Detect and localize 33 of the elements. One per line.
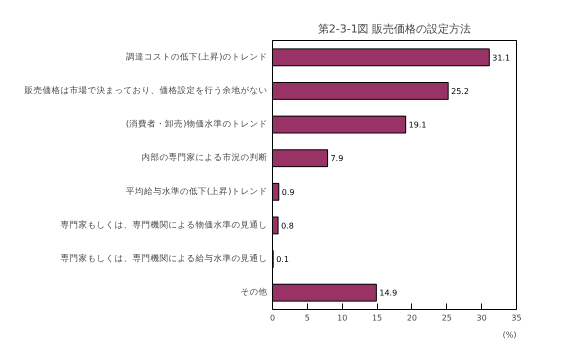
bar (272, 149, 328, 168)
bar (272, 116, 406, 134)
y-tick-label: 専門家もしくは、専門機関による物価水準の見通し (60, 219, 268, 230)
x-tick-label: 30 (476, 314, 487, 322)
data-label: 19.1 (408, 120, 426, 130)
x-tick-label: 5 (304, 314, 310, 322)
data-label: 0.1 (276, 255, 289, 264)
chart-title: 第2-3-1図 販売価格の設定方法 (318, 22, 472, 36)
y-tick-label: 専門家もしくは、専門機関による給与水準の見通し (60, 253, 268, 264)
y-tick-label: 販売価格は市場で決まっており、価格設定を行う余地がない (24, 84, 268, 96)
y-tick-label: 平均給与水準の低下(上昇)トレンド (126, 186, 268, 197)
data-label: 0.9 (282, 188, 295, 197)
y-tick-label: 調達コストの低下(上昇)のトレンド (126, 51, 268, 62)
x-tick-label: 35 (511, 314, 522, 322)
x-tick-label: 0 (270, 314, 276, 322)
bar (272, 48, 490, 66)
x-tick-label: 20 (406, 314, 418, 322)
bar (272, 284, 377, 302)
y-tick-label: (消費者・卸売)物価水準のトレンド (126, 118, 268, 130)
data-label: 25.2 (451, 86, 469, 96)
x-axis-title: (%) (502, 330, 516, 340)
x-tick-label: 25 (442, 314, 452, 322)
bar (272, 216, 279, 234)
data-label: 31.1 (492, 53, 510, 62)
y-tick-label: その他 (240, 286, 268, 298)
bar (272, 182, 280, 201)
x-tick-label: 15 (372, 314, 382, 322)
data-label: 7.9 (330, 154, 344, 164)
x-tick-label: 10 (337, 314, 348, 322)
data-label: 14.9 (379, 288, 398, 298)
y-tick-label: 内部の専門家による市況の判断 (142, 152, 268, 164)
bar (272, 82, 449, 100)
data-label: 0.8 (281, 221, 294, 230)
